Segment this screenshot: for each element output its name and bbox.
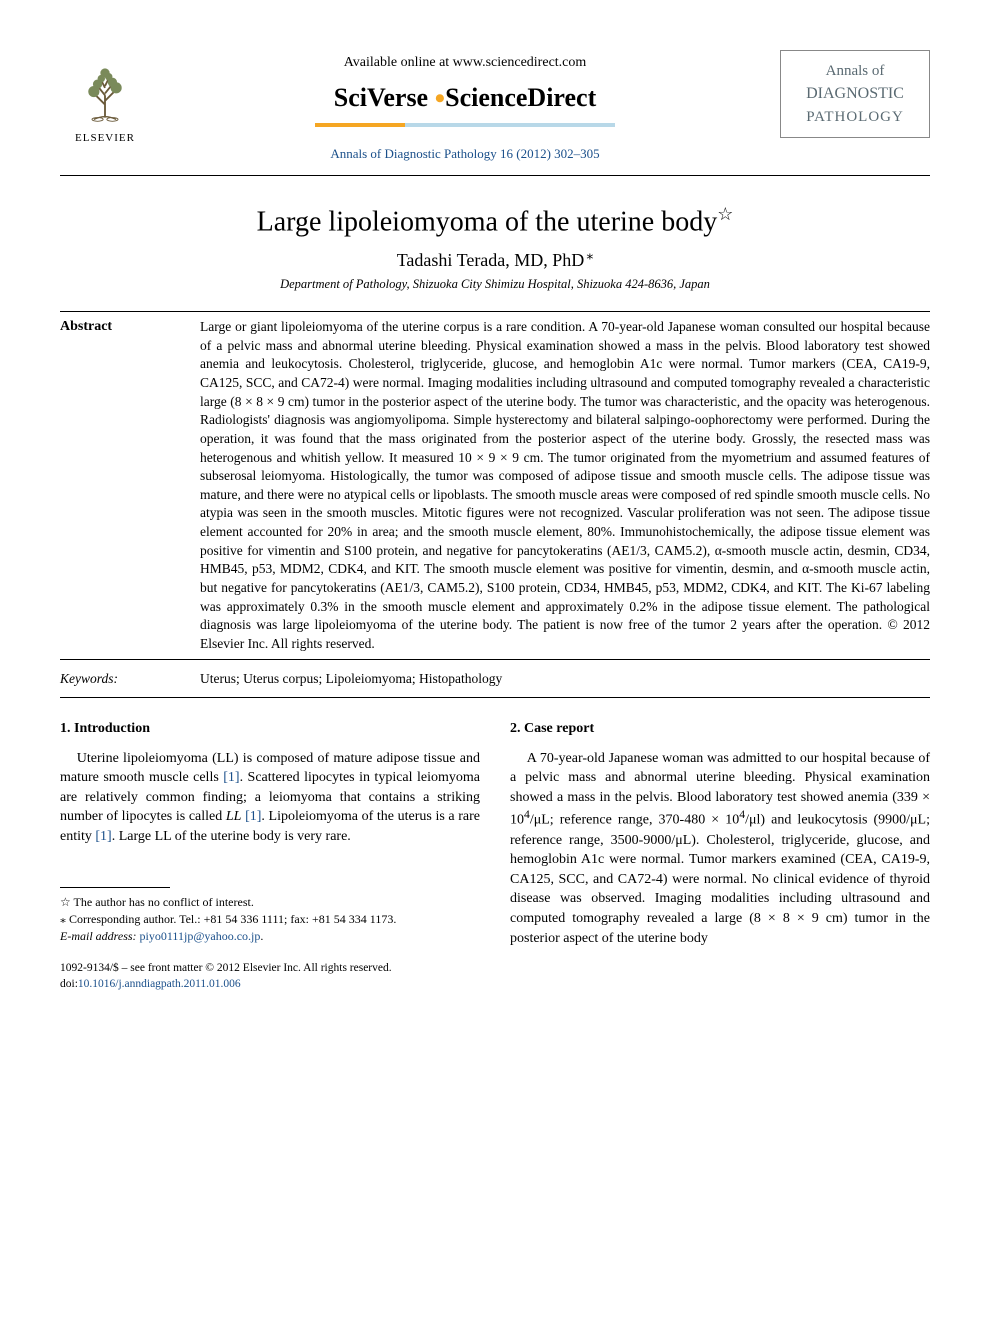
copyright-block: 1092-9134/$ – see front matter © 2012 El… xyxy=(60,960,480,992)
title-rule xyxy=(60,311,930,312)
dot-icon: • xyxy=(435,82,446,115)
platform-suffix: ScienceDirect xyxy=(445,83,596,112)
email-link[interactable]: piyo0111jp@yahoo.co.jp xyxy=(140,929,261,943)
article-title: Large lipoleiomyoma of the uterine body☆ xyxy=(60,202,930,241)
publisher-logo: ELSEVIER xyxy=(60,50,150,146)
platform-name: SciVerse •ScienceDirect xyxy=(170,79,760,120)
author-name: Tadashi Terada, MD, PhD xyxy=(397,250,585,270)
doi-line: doi:10.1016/j.anndiagpath.2011.01.006 xyxy=(60,976,480,992)
abstract-text: Large or giant lipoleiomyoma of the uter… xyxy=(200,318,930,653)
platform-prefix: SciVerse xyxy=(334,83,435,112)
email-label: E-mail address: xyxy=(60,929,140,943)
footnote-corresponding: ⁎ Corresponding author. Tel.: +81 54 336… xyxy=(60,911,480,928)
publisher-name: ELSEVIER xyxy=(60,131,150,146)
cover-line-2: DIAGNOSTIC xyxy=(789,83,921,105)
journal-cover: Annals of DIAGNOSTIC PATHOLOGY xyxy=(780,50,930,138)
available-online-text: Available online at www.sciencedirect.co… xyxy=(170,54,760,73)
keywords-text: Uterus; Uterus corpus; Lipoleiomyoma; Hi… xyxy=(200,670,502,688)
author-line: Tadashi Terada, MD, PhD⁎ xyxy=(60,247,930,272)
header-center: Available online at www.sciencedirect.co… xyxy=(150,50,780,163)
keywords-label: Keywords: xyxy=(60,670,200,688)
case-heading: 2. Case report xyxy=(510,720,930,739)
title-text: Large lipoleiomyoma of the uterine body xyxy=(257,206,718,237)
abstract-rule xyxy=(60,659,930,660)
author-affiliation: Department of Pathology, Shizuoka City S… xyxy=(60,276,930,293)
doi-prefix: doi: xyxy=(60,978,78,990)
copyright-line: 1092-9134/$ – see front matter © 2012 El… xyxy=(60,960,480,976)
footnote-email: E-mail address: piyo0111jp@yahoo.co.jp. xyxy=(60,928,480,945)
journal-citation[interactable]: Annals of Diagnostic Pathology 16 (2012)… xyxy=(170,145,760,163)
abstract-block: Abstract Large or giant lipoleiomyoma of… xyxy=(60,318,930,653)
abstract-label: Abstract xyxy=(60,318,200,653)
reference-link[interactable]: [1] xyxy=(223,770,239,785)
title-footnote-marker: ☆ xyxy=(717,204,733,224)
page-header: ELSEVIER Available online at www.science… xyxy=(60,50,930,163)
footnotes-block: ☆ The author has no conflict of interest… xyxy=(60,887,480,946)
intro-paragraph: Uterine lipoleiomyoma (LL) is composed o… xyxy=(60,749,480,847)
body-columns: 1. Introduction Uterine lipoleiomyoma (L… xyxy=(60,720,930,992)
doi-link[interactable]: 10.1016/j.anndiagpath.2011.01.006 xyxy=(78,978,241,990)
footnote-rule xyxy=(60,887,170,888)
left-column: 1. Introduction Uterine lipoleiomyoma (L… xyxy=(60,720,480,992)
case-text-frag: /μL; reference range, 370-480 × 10 xyxy=(530,813,739,828)
elsevier-tree-icon xyxy=(75,60,135,125)
case-text-frag: /μl) and leukocytosis (9900/μL; referenc… xyxy=(510,813,930,946)
intro-heading: 1. Introduction xyxy=(60,720,480,739)
platform-underbar xyxy=(315,123,615,127)
keywords-row: Keywords: Uterus; Uterus corpus; Lipolei… xyxy=(60,670,930,688)
reference-link[interactable]: [1] xyxy=(245,809,261,824)
keywords-rule xyxy=(60,697,930,698)
intro-text-frag: . Large LL of the uterine body is very r… xyxy=(112,829,351,844)
right-column: 2. Case report A 70-year-old Japanese wo… xyxy=(510,720,930,992)
header-rule xyxy=(60,175,930,176)
reference-link[interactable]: [1] xyxy=(95,829,111,844)
cover-line-1: Annals of xyxy=(789,61,921,81)
intro-italic-term: LL xyxy=(226,809,242,824)
cover-line-3: PATHOLOGY xyxy=(789,107,921,127)
citation-link[interactable]: Annals of Diagnostic Pathology 16 (2012)… xyxy=(330,146,599,161)
author-corresponding-marker: ⁎ xyxy=(586,248,593,263)
email-suffix: . xyxy=(260,929,263,943)
footnote-conflict: ☆ The author has no conflict of interest… xyxy=(60,894,480,911)
case-paragraph: A 70-year-old Japanese woman was admitte… xyxy=(510,749,930,949)
